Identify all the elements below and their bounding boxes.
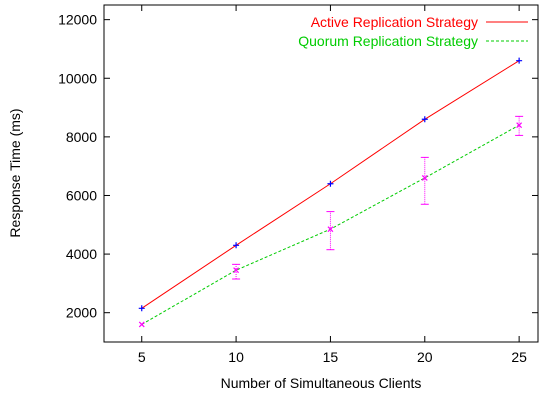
y-tick-label: 12000 [58, 12, 97, 28]
x-tick-label: 5 [138, 349, 146, 365]
series-markers [138, 57, 523, 328]
data-point [138, 321, 145, 328]
x-tick-label: 15 [323, 349, 339, 365]
error-bars [232, 115, 524, 280]
y-tick-label: 4000 [66, 246, 97, 262]
x-tick-label: 20 [417, 349, 433, 365]
data-point [516, 57, 523, 64]
legend-label-2: Quorum Replication Strategy [298, 33, 478, 49]
data-point [421, 174, 428, 181]
data-point [233, 242, 240, 249]
y-tick-label: 2000 [66, 305, 97, 321]
data-point [327, 226, 334, 233]
y-tick-label: 10000 [58, 70, 97, 86]
series-lines [141, 60, 520, 325]
y-tick-label: 6000 [66, 187, 97, 203]
axis-ticks: 5 10 15 20 25 2000 4000 6000 8000 10000 12000 [58, 5, 538, 365]
x-tick-label: 25 [511, 349, 527, 365]
legend-label-1: Active Replication Strategy [311, 14, 478, 30]
legend: Active Replication Strategy Quorum Replic… [298, 14, 528, 49]
y-tick-label: 8000 [66, 129, 97, 145]
data-point [327, 180, 334, 187]
data-point [516, 122, 523, 129]
plot-frame [103, 4, 539, 343]
y-axis-title: Response Time (ms) [7, 108, 23, 237]
data-point [138, 305, 145, 312]
data-point [233, 267, 240, 274]
x-axis-title: Number of Simultaneous Clients [221, 375, 422, 391]
x-tick-label: 10 [228, 349, 244, 365]
data-point [421, 116, 428, 123]
